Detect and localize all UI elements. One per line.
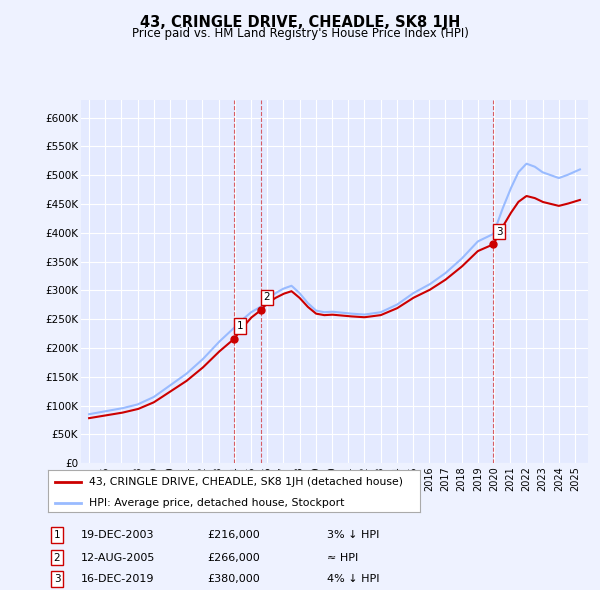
Text: £266,000: £266,000 [207, 553, 260, 562]
Text: 3% ↓ HPI: 3% ↓ HPI [327, 530, 379, 540]
Text: 3: 3 [496, 227, 502, 237]
Text: 43, CRINGLE DRIVE, CHEADLE, SK8 1JH: 43, CRINGLE DRIVE, CHEADLE, SK8 1JH [140, 15, 460, 30]
Text: Price paid vs. HM Land Registry's House Price Index (HPI): Price paid vs. HM Land Registry's House … [131, 27, 469, 40]
Text: 4% ↓ HPI: 4% ↓ HPI [327, 575, 380, 584]
Text: 43, CRINGLE DRIVE, CHEADLE, SK8 1JH (detached house): 43, CRINGLE DRIVE, CHEADLE, SK8 1JH (det… [89, 477, 403, 487]
Text: £380,000: £380,000 [207, 575, 260, 584]
Text: £216,000: £216,000 [207, 530, 260, 540]
Text: 19-DEC-2003: 19-DEC-2003 [81, 530, 155, 540]
Text: HPI: Average price, detached house, Stockport: HPI: Average price, detached house, Stoc… [89, 498, 344, 508]
Text: 1: 1 [53, 530, 61, 540]
Text: 2: 2 [263, 292, 270, 302]
Text: 1: 1 [236, 321, 243, 331]
Text: 3: 3 [53, 575, 61, 584]
Text: 16-DEC-2019: 16-DEC-2019 [81, 575, 155, 584]
Text: ≈ HPI: ≈ HPI [327, 553, 358, 562]
Text: 12-AUG-2005: 12-AUG-2005 [81, 553, 155, 562]
Text: 2: 2 [53, 553, 61, 562]
